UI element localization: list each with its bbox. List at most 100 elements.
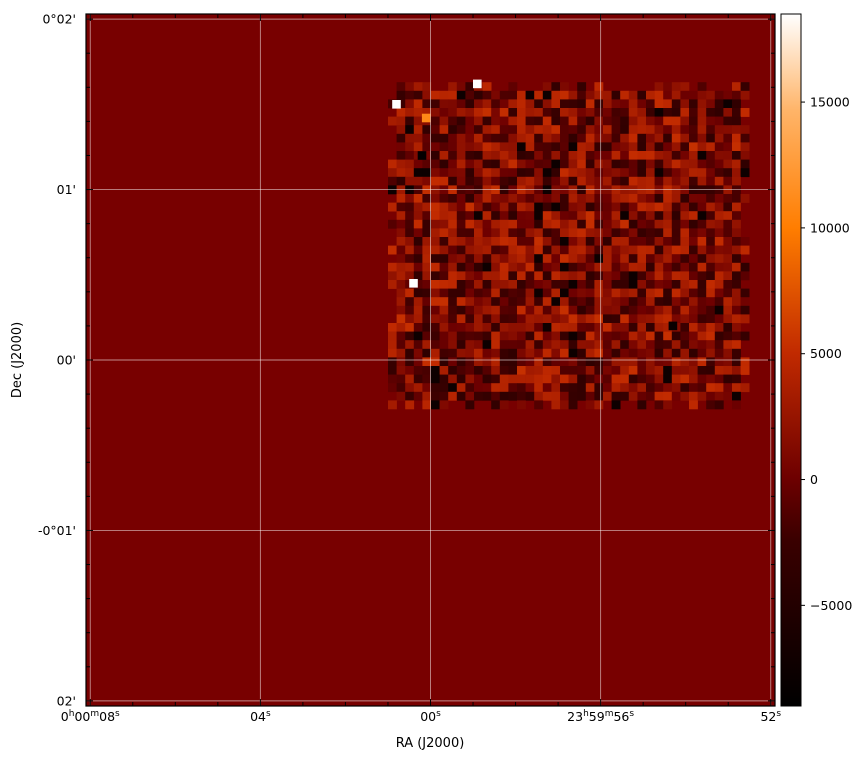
heatmap-cell: [534, 245, 544, 255]
heatmap-cell: [706, 133, 716, 143]
heatmap-cell: [585, 357, 595, 367]
heatmap-cell: [740, 271, 750, 281]
heatmap-cell: [697, 116, 707, 126]
heatmap-cell: [491, 142, 501, 152]
heatmap-cell: [439, 391, 449, 401]
heatmap-cell: [388, 116, 397, 126]
heatmap-cell: [577, 271, 587, 281]
heatmap-cell: [456, 108, 466, 117]
heatmap-cell: [551, 288, 561, 298]
heatmap-cell: [654, 254, 664, 264]
heatmap-cell: [542, 340, 552, 350]
heatmap-cell: [628, 159, 638, 169]
heatmap-cell: [568, 280, 578, 289]
heatmap-cell: [439, 159, 449, 169]
heatmap-cell: [508, 288, 518, 298]
heatmap-cell: [560, 305, 569, 315]
heatmap-cell: [499, 400, 509, 410]
heatmap-cell: [439, 262, 449, 272]
heatmap-cell: [568, 108, 578, 117]
heatmap-cell: [456, 168, 466, 178]
heatmap-cell: [654, 262, 664, 272]
heatmap-cell: [628, 245, 638, 255]
heatmap-cell: [499, 331, 509, 341]
heatmap-cell: [732, 297, 741, 307]
heatmap-cell: [594, 323, 604, 332]
heatmap-cell: [603, 340, 612, 350]
heatmap-cell: [413, 348, 423, 358]
heatmap-cell: [706, 176, 716, 186]
heatmap-cell: [697, 245, 707, 255]
heatmap-cell: [413, 211, 423, 221]
heatmap-cell: [714, 297, 724, 307]
heatmap-cell: [439, 176, 449, 186]
heatmap-cell: [594, 254, 604, 264]
heatmap-cell: [482, 194, 492, 203]
heatmap-cell: [525, 168, 535, 178]
heatmap-cell: [714, 280, 724, 289]
heatmap-cell: [482, 366, 492, 375]
heatmap-cell: [422, 254, 432, 264]
heatmap-cell: [525, 142, 535, 152]
heatmap-cell: [732, 211, 741, 221]
y-tick-label: 00': [57, 353, 76, 368]
heatmap-cell: [628, 125, 638, 135]
heatmap-cell: [542, 280, 552, 289]
heatmap-cell: [491, 211, 501, 221]
heatmap-cell: [413, 323, 423, 332]
heatmap-cell: [603, 271, 612, 281]
heatmap-cell: [517, 331, 526, 341]
heatmap-cell: [594, 400, 604, 410]
heatmap-cell: [491, 99, 501, 109]
heatmap-cell: [671, 237, 681, 246]
heatmap-cell: [508, 297, 518, 307]
heatmap-cell: [697, 271, 707, 281]
heatmap-cell: [568, 262, 578, 272]
heatmap-cell: [706, 331, 716, 341]
heatmap-cell: [431, 340, 440, 350]
heatmap-cell: [646, 262, 655, 272]
heatmap-cell: [551, 194, 561, 203]
heatmap-cell: [551, 366, 561, 375]
heatmap-cell: [628, 202, 638, 212]
heatmap-cell: [508, 357, 518, 367]
heatmap-cell: [671, 159, 681, 169]
heatmap-cell: [456, 340, 466, 350]
heatmap-cell: [620, 159, 630, 169]
heatmap-cell: [680, 159, 690, 169]
heatmap-cell: [568, 400, 578, 410]
heatmap-cell: [611, 176, 621, 186]
heatmap-cell: [542, 194, 552, 203]
heatmap-cell: [620, 176, 630, 186]
heatmap-cell: [491, 125, 501, 135]
heatmap-cell: [499, 219, 509, 229]
heatmap-cell: [611, 357, 621, 367]
heatmap-cell: [740, 237, 750, 246]
heatmap-cell: [482, 357, 492, 367]
heatmap-cell: [654, 90, 664, 100]
minor-ticks: [86, 14, 775, 706]
heatmap-cell: [697, 82, 707, 92]
heatmap-cell: [396, 116, 406, 126]
heatmap-cell: [542, 391, 552, 401]
heatmap-cell: [714, 254, 724, 264]
heatmap-cell: [534, 116, 544, 126]
heatmap-cell: [388, 159, 397, 169]
heatmap-cell: [517, 219, 526, 229]
heatmap-cell: [517, 297, 526, 307]
heatmap-cell: [671, 151, 681, 160]
heatmap-cell: [456, 383, 466, 393]
heatmap-cell: [439, 271, 449, 281]
heatmap-cell: [456, 219, 466, 229]
heatmap-cell: [714, 228, 724, 238]
heatmap-cell: [646, 168, 655, 178]
heatmap-cell: [611, 400, 621, 410]
heatmap-cell: [413, 383, 423, 393]
heatmap-cell: [637, 271, 647, 281]
heatmap-cell: [482, 219, 492, 229]
notable-pixel: [473, 79, 482, 89]
heatmap-cell: [646, 366, 655, 375]
heatmap-cell: [534, 99, 544, 109]
heatmap-cell: [413, 168, 423, 178]
heatmap-cell: [680, 262, 690, 272]
